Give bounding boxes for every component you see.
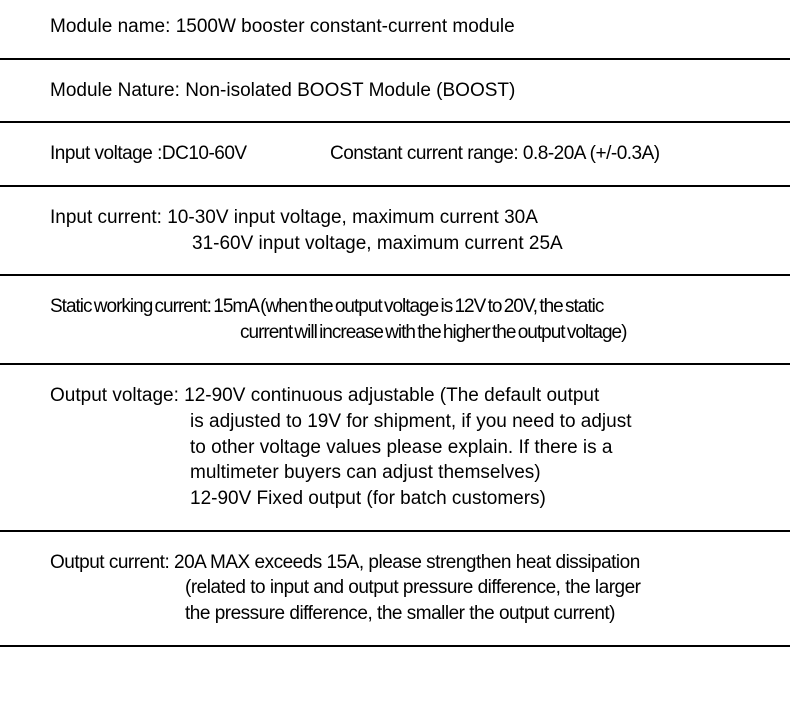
label-static-current: Static working current: <box>50 296 211 317</box>
value-input-voltage: DC10-60V <box>162 143 247 164</box>
value-module-nature: Non-isolated BOOST Module (BOOST) <box>185 80 515 101</box>
value-outcur-2: (related to input and output pressure di… <box>50 575 790 601</box>
row-module-name: Module name: 1500W booster constant-curr… <box>0 0 790 60</box>
value-outvolt-3: to other voltage values please explain. … <box>50 435 790 461</box>
label-input-current: Input current: <box>50 207 162 228</box>
spec-table: Module name: 1500W booster constant-curr… <box>0 0 790 647</box>
row-input-voltage-cc-range: Input voltage :DC10-60V Constant current… <box>0 123 790 187</box>
row-output-current: Output current: 20A MAX exceeds 15A, ple… <box>0 532 790 647</box>
value-cc-range: 0.8-20A (+/-0.3A) <box>523 143 660 164</box>
label-input-voltage: Input voltage : <box>50 143 162 164</box>
value-outcur-3: the pressure difference, the smaller the… <box>50 601 790 627</box>
value-static-1: 15mA (when the output voltage is 12V to … <box>213 296 603 317</box>
value-input-current-1: 10-30V input voltage, maximum current 30… <box>167 207 538 228</box>
line-static-1: Static working current: 15mA (when the o… <box>50 294 790 320</box>
label-module-name: Module name: <box>50 16 170 37</box>
value-module-name: 1500W booster constant-current module <box>176 16 515 37</box>
label-output-current: Output current: <box>50 552 169 573</box>
label-output-voltage: Output voltage: <box>50 385 179 406</box>
value-outcur-1: 20A MAX exceeds 15A, please strengthen h… <box>174 552 640 573</box>
value-outvolt-2: is adjusted to 19V for shipment, if you … <box>50 409 790 435</box>
row-output-voltage: Output voltage: 12-90V continuous adjust… <box>0 365 790 531</box>
row-module-nature: Module Nature: Non-isolated BOOST Module… <box>0 60 790 124</box>
value-outvolt-5: 12-90V Fixed output (for batch customers… <box>50 486 790 512</box>
value-input-current-2: 31-60V input voltage, maximum current 25… <box>50 231 790 257</box>
row-input-current: Input current: 10-30V input voltage, max… <box>0 187 790 276</box>
cell-cc-range: Constant current range: 0.8-20A (+/-0.3A… <box>330 141 790 167</box>
value-static-2: current will increase with the higher th… <box>50 320 790 346</box>
label-cc-range: Constant current range: <box>330 143 518 164</box>
line-outcur-1: Output current: 20A MAX exceeds 15A, ple… <box>50 550 790 576</box>
label-module-nature: Module Nature: <box>50 80 180 101</box>
line-outvolt-1: Output voltage: 12-90V continuous adjust… <box>50 383 790 409</box>
cell-input-voltage: Input voltage :DC10-60V <box>50 141 330 167</box>
row-static-current: Static working current: 15mA (when the o… <box>0 276 790 365</box>
value-outvolt-1: 12-90V continuous adjustable (The defaul… <box>184 385 599 406</box>
value-outvolt-4: multimeter buyers can adjust themselves) <box>50 460 790 486</box>
line-input-current-1: Input current: 10-30V input voltage, max… <box>50 205 790 231</box>
